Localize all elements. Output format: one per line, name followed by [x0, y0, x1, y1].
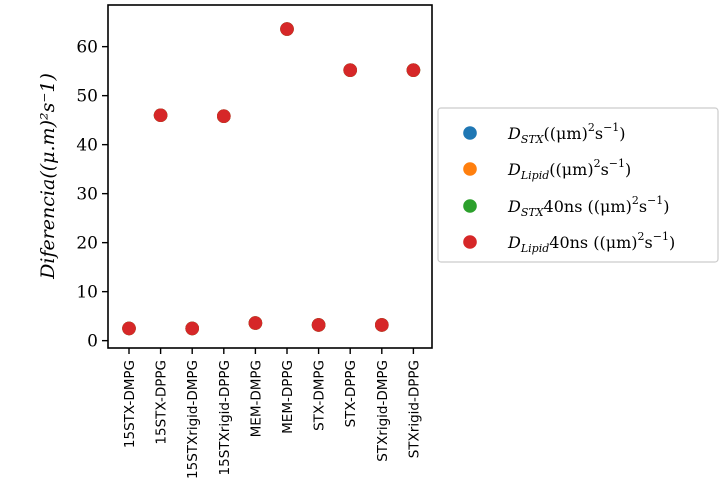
- x-tick-label: STX-DPPG: [343, 360, 359, 427]
- y-tick-label: 30: [76, 185, 98, 205]
- y-axis-label: Diferencia((μ.m)²s⁻1): [37, 73, 59, 280]
- y-tick-label: 50: [76, 87, 98, 107]
- legend-text-part: −1: [609, 157, 625, 170]
- legend-text-part: 2: [594, 157, 601, 170]
- legend-text-part: ): [619, 124, 625, 143]
- legend-text-part: s: [601, 160, 609, 179]
- legend-frame: [437, 107, 719, 263]
- legend-text-part: 40ns ((μm): [549, 233, 637, 252]
- data-point: [343, 63, 358, 77]
- legend-text-part: −1: [647, 194, 663, 207]
- legend-text-part: −1: [653, 230, 669, 243]
- legend-text-part: D: [507, 197, 521, 216]
- legend-entry: DSTX((μm)2s−1): [507, 121, 626, 146]
- legend-text-part: 2: [638, 230, 645, 243]
- y-tick-label: 20: [76, 234, 98, 254]
- y-axis: 0 10 20 30 40 50 60: [76, 38, 108, 352]
- legend-text-part: 40ns ((μm): [544, 197, 632, 216]
- data-point: [406, 63, 421, 77]
- y-tick-label: 40: [76, 136, 98, 156]
- x-tick-label: 15STX-DPPG: [154, 360, 170, 445]
- legend-text-part: ((μm): [544, 124, 588, 143]
- x-axis: 15STX-DMPG 15STX-DPPG 15STXrigid-DMPG 15STX…: [122, 348, 422, 479]
- legend-text-part: D: [507, 160, 521, 179]
- x-tick-label: STX-DMPG: [312, 360, 328, 431]
- legend-text-part: ): [669, 233, 675, 252]
- legend-entry: DLipid((μm)2s−1): [507, 157, 631, 182]
- legend-text-part: s: [639, 197, 647, 216]
- data-point: [375, 318, 389, 332]
- data-points: [122, 22, 421, 336]
- legend-marker: [463, 199, 477, 213]
- legend-text-part: 2: [588, 121, 595, 134]
- legend-text-part: s: [645, 233, 653, 252]
- data-point: [153, 108, 168, 123]
- legend: DSTX((μm)2s−1)DLipid((μm)2s−1)DSTX40ns (…: [437, 107, 719, 263]
- data-point: [217, 109, 231, 124]
- legend-text-part: STX: [521, 206, 545, 219]
- data-point: [280, 22, 294, 36]
- x-tick-label: STXrigid-DMPG: [375, 360, 391, 462]
- legend-text-part: 2: [632, 194, 639, 207]
- x-tick-label: 15STX-DMPG: [122, 360, 138, 448]
- legend-text-part: ): [663, 197, 669, 216]
- legend-text-part: Lipid: [520, 242, 549, 255]
- legend-text-part: ): [625, 160, 631, 179]
- legend-text-part: D: [507, 233, 521, 252]
- x-tick-label: 15STXrigid-DMPG: [185, 360, 201, 479]
- data-point: [122, 321, 136, 336]
- legend-entry: DSTX40ns ((μm)2s−1): [507, 194, 670, 219]
- legend-text-part: ((μm): [549, 160, 593, 179]
- legend-text-part: D: [507, 124, 521, 143]
- x-tick-label: STXrigid-DPPG: [406, 360, 422, 458]
- legend-marker: [463, 162, 477, 176]
- legend-marker: [463, 235, 477, 249]
- y-tick-label: 60: [76, 38, 98, 58]
- legend-text-part: Lipid: [520, 169, 549, 182]
- data-point: [311, 318, 326, 332]
- x-tick-label: 15STXrigid-DPPG: [217, 360, 233, 475]
- x-tick-label: MEM-DPPG: [280, 360, 296, 434]
- y-tick-label: 0: [87, 332, 98, 352]
- data-point: [185, 321, 199, 336]
- legend-marker: [463, 126, 477, 140]
- y-tick-label: 10: [76, 283, 98, 303]
- legend-entry: DLipid40ns ((μm)2s−1): [507, 230, 675, 255]
- x-tick-label: MEM-DMPG: [248, 360, 264, 437]
- plot-frame: [107, 4, 433, 349]
- legend-text-part: STX: [521, 133, 545, 146]
- data-point: [248, 316, 263, 330]
- legend-text-part: −1: [603, 121, 619, 134]
- legend-text-part: s: [595, 124, 603, 143]
